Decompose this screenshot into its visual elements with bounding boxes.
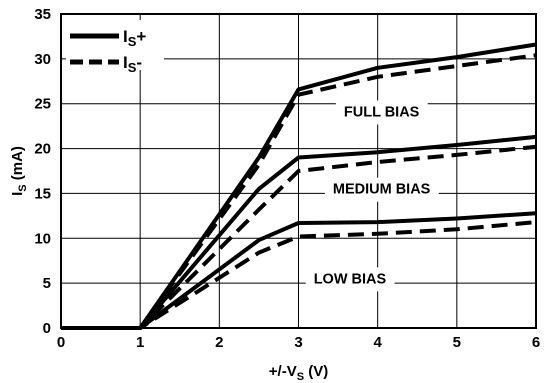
legend-label: IS- <box>123 53 142 75</box>
annotation-bg <box>305 267 395 292</box>
y-tick-label: 5 <box>43 275 51 292</box>
annotation-label: FULL BIAS <box>344 105 420 121</box>
x-tick-label: 1 <box>136 334 144 351</box>
y-tick-label: 30 <box>34 51 51 68</box>
x-tick-label: 5 <box>453 334 461 351</box>
x-tick-label: 0 <box>57 334 65 351</box>
y-tick-label: 0 <box>43 320 51 337</box>
y-tick-label: 20 <box>34 141 51 158</box>
y-tick-label: 10 <box>34 230 51 247</box>
y-axis-title: IS (mA) <box>9 146 29 196</box>
annotation-bg <box>324 177 439 202</box>
legend: IS+ IS- <box>66 20 164 75</box>
axis-titles: +/-VS (V) IS (mA) <box>9 146 328 383</box>
y-tick-label: 35 <box>34 6 51 23</box>
x-tick-label: 3 <box>294 334 302 351</box>
annotation-0: FULL BIAS <box>335 100 428 125</box>
y-tick-label: 15 <box>34 185 51 202</box>
annotation-label: MEDIUM BIAS <box>333 182 431 198</box>
annotation-1: MEDIUM BIAS <box>324 177 439 202</box>
x-tick-label: 4 <box>373 334 382 351</box>
y-tick-label: 25 <box>34 96 51 113</box>
x-tick-label: 2 <box>215 334 223 351</box>
annotation-label: LOW BIAS <box>314 271 387 287</box>
annotation-bg <box>335 100 428 125</box>
annotations: FULL BIAS MEDIUM BIAS LOW BIAS <box>305 100 439 292</box>
x-tick-label: 6 <box>532 334 540 351</box>
legend-label: IS+ <box>123 27 146 49</box>
tick-labels: 0 1 2 3 4 5 6 0 5 10 15 20 25 30 35 <box>34 6 540 351</box>
x-axis-title: +/-VS (V) <box>269 363 328 383</box>
plot-frame <box>60 13 537 329</box>
annotation-2: LOW BIAS <box>305 267 395 292</box>
